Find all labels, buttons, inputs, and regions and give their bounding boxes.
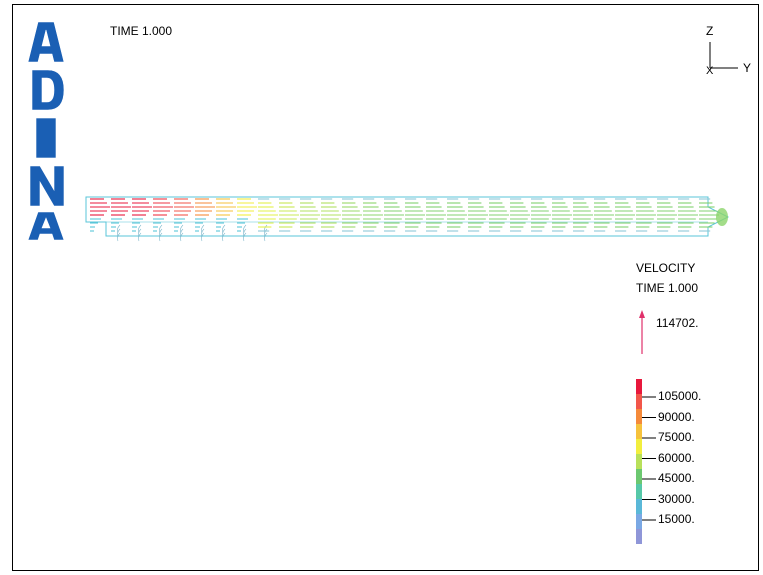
reference-arrow-head [639, 310, 645, 318]
velocity-vector [243, 232, 247, 242]
legend-swatch [636, 514, 642, 529]
legend-swatch [636, 424, 642, 439]
velocity-vector [264, 232, 268, 242]
axis-x-label: X [706, 65, 714, 77]
legend-swatch [636, 439, 642, 454]
legend-swatch [636, 499, 642, 514]
reference-vector: 114702. [630, 308, 750, 358]
legend-label: 105000. [658, 389, 702, 403]
velocity-vector [117, 232, 121, 242]
velocity-panel-title: VELOCITY TIME 1.000 [636, 258, 698, 298]
legend-swatch [636, 469, 642, 484]
velocity-vector [201, 232, 205, 242]
legend-swatch [636, 394, 642, 409]
legend-swatch [636, 529, 642, 544]
reference-value: 114702. [656, 316, 699, 330]
legend-swatch [636, 484, 642, 499]
time-label: TIME 1.000 [110, 24, 173, 38]
adina-logo-graphic [27, 21, 65, 241]
velocity-vector [222, 232, 226, 242]
legend-label: 45000. [658, 471, 695, 485]
color-legend: 105000. 90000. 75000. 60000. 45000. 30000. 150… [630, 375, 750, 545]
adina-logo [16, 12, 76, 242]
plot-frame [12, 4, 759, 571]
outlet-vectors [716, 208, 728, 226]
legend-label: 90000. [658, 409, 695, 424]
axis-z-label: Z [706, 24, 713, 38]
legend-label: 15000. [658, 512, 695, 526]
velocity-time: TIME 1.000 [636, 281, 699, 295]
legend-label: 75000. [658, 430, 695, 444]
velocity-vector [159, 232, 163, 242]
axis-y-label: Y [743, 61, 751, 75]
legend-swatch [636, 454, 642, 469]
velocity-title: VELOCITY [636, 261, 696, 275]
legend-label: 60000. [658, 450, 695, 465]
legend-bar [636, 379, 656, 544]
axis-triad: Z Y X [690, 20, 760, 90]
velocity-vector [180, 232, 184, 242]
legend-swatch [636, 379, 642, 394]
velocity-field-plot [80, 185, 740, 255]
legend-swatch [636, 409, 642, 424]
legend-label: 30000. [658, 491, 695, 506]
velocity-vector [138, 232, 142, 242]
velocity-field-svg [85, 196, 730, 242]
